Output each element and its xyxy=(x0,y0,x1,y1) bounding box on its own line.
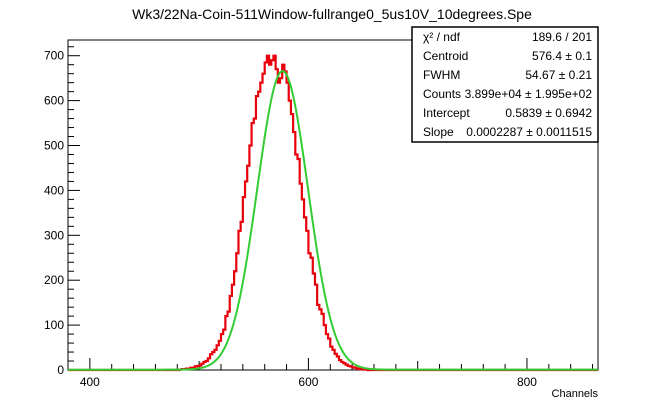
plot-frame xyxy=(67,39,599,371)
fit-curve xyxy=(68,70,598,371)
y-tick-label: 600 xyxy=(44,94,64,108)
x-tick-label: 400 xyxy=(80,375,100,389)
stats-value: 576.4 ± 0.1 xyxy=(532,49,592,63)
stats-value: 189.6 / 201 xyxy=(532,30,592,44)
x-axis: 400 600 800 xyxy=(67,358,594,389)
stats-value: 0.5839 ± 0.6942 xyxy=(505,106,592,120)
y-tick-label: 400 xyxy=(44,183,64,197)
histogram-line xyxy=(68,54,598,372)
x-tick-label: 600 xyxy=(298,375,318,389)
stats-value: 54.67 ± 0.21 xyxy=(525,68,592,82)
stats-box-frame xyxy=(411,26,599,143)
y-tick-label: 100 xyxy=(44,318,64,332)
y-axis: 0 100 200 300 400 500 600 700 xyxy=(44,46,80,377)
y-tick-label: 0 xyxy=(57,363,64,377)
y-tick-label: 500 xyxy=(44,139,64,153)
x-axis-label: Channels xyxy=(552,388,599,400)
stats-value: 0.0002287 ± 0.0011515 xyxy=(466,125,592,139)
fit-curve-series xyxy=(68,70,598,371)
y-tick-label: 300 xyxy=(44,228,64,242)
y-tick-label: 200 xyxy=(44,273,64,287)
chart-title: Wk3/22Na-Coin-511Window-fullrange0_5us10… xyxy=(132,6,532,22)
stats-label: Counts xyxy=(423,87,461,101)
stats-box: χ² / ndf 189.6 / 201 Centroid 576.4 ± 0.1 FW… xyxy=(411,26,599,143)
stats-label: χ² / ndf xyxy=(423,30,461,44)
stats-label: Slope xyxy=(423,125,454,139)
x-tick-label: 800 xyxy=(517,375,537,389)
stats-label: Intercept xyxy=(423,106,470,120)
plot-area-border xyxy=(67,39,599,371)
stats-value: 3.899e+04 ± 1.995e+02 xyxy=(465,87,593,101)
histogram-series xyxy=(68,54,598,372)
y-tick-label: 700 xyxy=(44,49,64,63)
stats-label: FWHM xyxy=(423,68,460,82)
stats-label: Centroid xyxy=(423,49,468,63)
